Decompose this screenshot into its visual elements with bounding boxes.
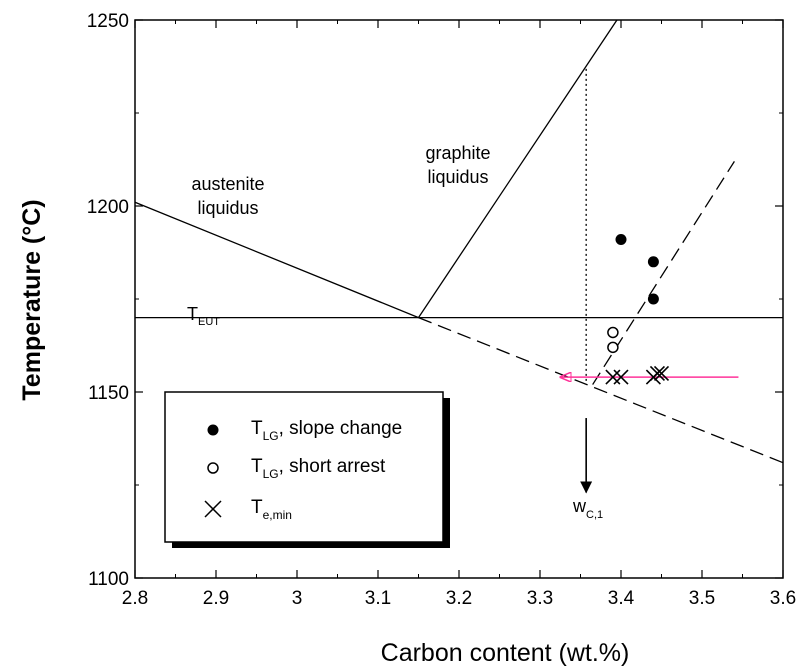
point-filled-circle [647,293,659,305]
line-austenite-liquidus [134,201,419,319]
x-tick-label: 3.1 [365,588,391,609]
point-x-marker [649,365,666,381]
chart-arrows [560,377,739,494]
y-tick-label: 1100 [88,569,129,590]
line-austenite-liquidus-extension [418,316,784,464]
wc1-label: wC,1 [572,496,603,521]
y-tick-labels: 1100 1150 1200 1250 [87,11,129,590]
y-tick-label: 1250 [87,11,129,32]
austenite-label-line1: austenite [191,174,264,194]
point-open-circle [607,341,619,354]
austenite-label-line2: liquidus [197,198,258,218]
legend-marker-filled-circle [207,424,219,436]
y-axis-title: Temperature (°C) [18,199,46,400]
x-tick-labels: 2.8 2.9 3 3.1 3.2 3.3 3.4 3.5 3.6 [122,588,796,609]
teut-sub: EUT [198,316,220,328]
x-tick-label: 3.6 [770,588,796,609]
graphite-label-line2: liquidus [427,167,488,187]
x-tick-label: 2.8 [122,588,148,609]
point-x-marker [605,369,621,385]
graphite-label-line1: graphite [425,143,490,163]
x-axis-title: Carbon content (wt.%) [381,639,630,667]
x-tick-label: 3 [292,588,303,609]
legend-entry-short-arrest: TLG, short arrest [251,456,386,481]
x-tick-label: 2.9 [203,588,229,609]
x-tick-label: 3.3 [527,588,553,609]
x-tick-label: 3.5 [689,588,715,609]
legend-marker-open-circle [207,462,219,474]
point-x-marker [653,365,670,381]
legend-marker-x [204,500,222,518]
y-tick-label: 1150 [88,383,129,404]
axis-ticks [134,19,784,579]
point-filled-circle [615,233,627,245]
point-x-marker [613,369,629,385]
legend-entry-slope-change: TLG, slope change [251,418,402,443]
wc1-main: w [572,496,587,516]
point-filled-circle [647,256,659,268]
y-tick-label: 1200 [87,197,129,218]
point-open-circle [607,326,619,339]
x-tick-label: 3.2 [446,588,472,609]
legend-entry-te-min: Te,min [251,497,292,522]
wc1-sub: C,1 [586,509,603,521]
teut-label: TEUT [187,304,220,328]
legend: TLG, slope change TLG, short arrest Te,m… [164,391,450,548]
x-tick-label: 3.4 [608,588,635,609]
chart-points [605,233,670,385]
teut-main: T [187,304,198,324]
line-graphite-liquidus [417,19,618,318]
